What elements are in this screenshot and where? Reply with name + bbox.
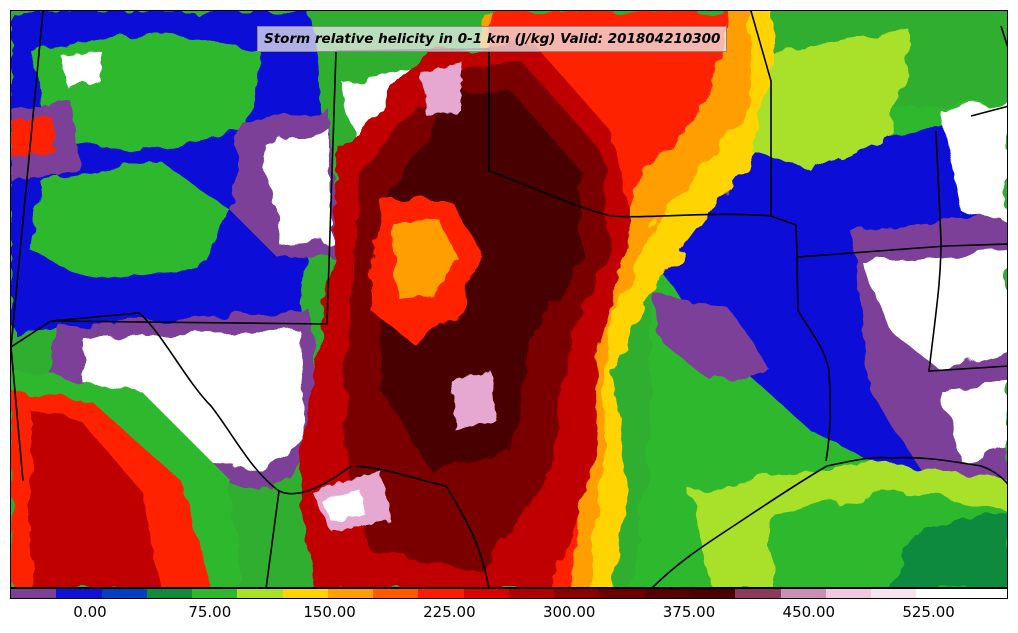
map-panel: Storm relative helicity in 0-1 km (J/kg)… — [10, 10, 1008, 588]
field-white-west — [261, 131, 331, 246]
field-white-sw — [81, 331, 306, 471]
field-darkgreen-gulf — [891, 511, 1007, 587]
field-purple-mid-east — [651, 291, 771, 381]
boundary-line — [796, 256, 832, 462]
colorbar-tick-label: 300.00 — [542, 603, 596, 621]
field-pink-center — [451, 371, 496, 431]
colorbar-segment — [418, 589, 464, 598]
colorbar-tick-label: 525.00 — [902, 603, 955, 621]
colorbar-segment — [961, 589, 1007, 598]
colorbar-segment — [373, 589, 419, 598]
boundary-line — [265, 490, 280, 587]
colorbar-segment — [825, 589, 872, 598]
boundary-line — [11, 312, 352, 495]
boundary-line — [488, 49, 797, 226]
field-maroon-core — [381, 91, 581, 471]
boundary-line — [826, 456, 1007, 485]
field-white-east-2 — [941, 381, 1007, 461]
colorbar-tick-label: 150.00 — [303, 603, 356, 621]
field-lime-ne — [751, 31, 911, 171]
boundary-line — [970, 105, 1007, 117]
colorbar-segment — [146, 589, 193, 598]
colorbar-segment — [871, 589, 917, 598]
colorbar — [10, 588, 1008, 599]
colorbar-tick-label: 450.00 — [782, 603, 836, 621]
colorbar-segment — [11, 589, 57, 598]
colorbar-segment — [463, 589, 509, 598]
colorbar-segment — [282, 589, 328, 598]
colorbar-segment — [780, 589, 826, 598]
map-title: Storm relative helicity in 0-1 km (J/kg)… — [257, 26, 728, 52]
boundary-line — [11, 11, 44, 348]
colorbar-segment — [101, 589, 147, 598]
field-pink-north — [421, 61, 461, 116]
colorbar-segment — [508, 589, 555, 598]
field-green-west-2 — [31, 161, 231, 281]
colorbar-segment — [554, 589, 600, 598]
boundary-line — [928, 130, 1007, 372]
colorbar-tick-label: 225.00 — [423, 603, 476, 621]
colorbar-segment — [237, 589, 283, 598]
field-red-west — [11, 116, 56, 156]
boundary-line — [355, 465, 490, 587]
colorbar-tick-label: 75.00 — [188, 603, 232, 621]
boundary-line — [11, 346, 24, 482]
colorbar-segment — [192, 589, 238, 598]
colorbar-tick-label: 0.00 — [73, 603, 107, 621]
colorbar-segment — [644, 589, 690, 598]
colorbar-segment — [56, 589, 102, 598]
colorbar-tick-label: 375.00 — [662, 603, 716, 621]
field-white-east-3 — [941, 101, 1007, 221]
colorbar-tick-labels: 0.00 75.00 150.00 225.00 300.00 375.00 450.00 5… — [10, 601, 1008, 625]
colorbar-segment — [327, 589, 374, 598]
field-white-east — [861, 251, 1007, 371]
boundary-line — [1000, 25, 1007, 48]
helicity-fill — [11, 11, 1007, 587]
colorbar-segment — [599, 589, 645, 598]
field-white-west-2 — [61, 51, 101, 86]
colorbar-segment — [735, 589, 781, 598]
colorbar-segment — [689, 589, 736, 598]
field-crimson-sw — [31, 411, 161, 587]
field-white-south — [321, 491, 366, 521]
field-orange-inner — [391, 221, 461, 301]
boundary-line — [750, 11, 772, 216]
boundary-line — [795, 224, 1007, 258]
coastline — [651, 465, 828, 587]
helicity-map — [11, 11, 1007, 587]
colorbar-segment — [916, 589, 962, 598]
